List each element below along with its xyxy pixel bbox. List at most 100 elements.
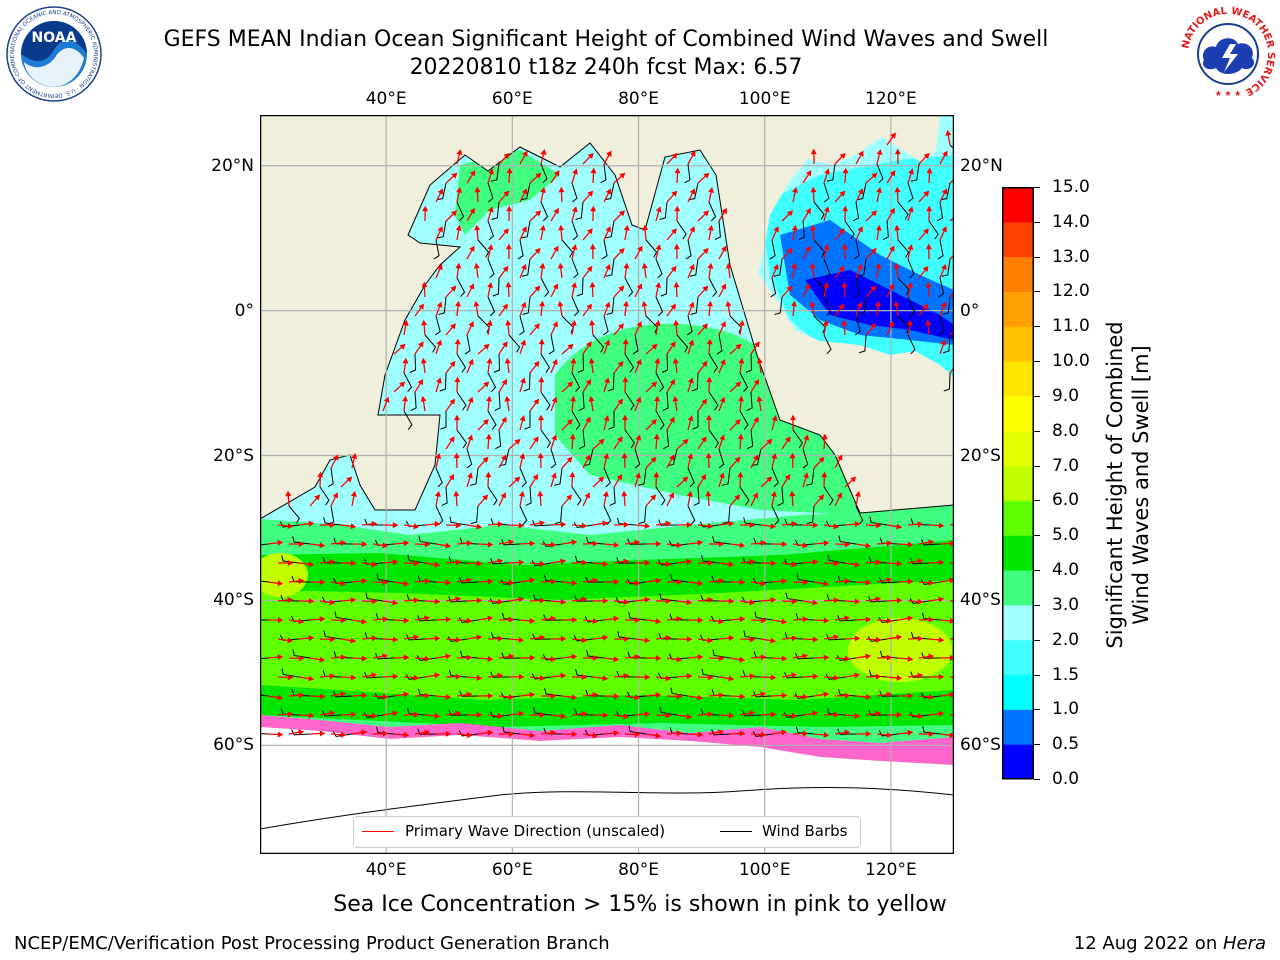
wind-barb: [521, 258, 531, 277]
wave-arrow-head: [317, 471, 324, 478]
wind-barb: [638, 505, 647, 525]
wave-arrow-head: [621, 452, 628, 459]
wave-arrow-head: [588, 357, 595, 364]
lat-tick-right-4: 60°S: [960, 735, 1001, 756]
wave-arrow-head: [539, 262, 546, 269]
wave-arrow-head: [482, 494, 489, 501]
colorbar-tick-mark-9: [1034, 465, 1040, 467]
wind-barb: [856, 182, 867, 201]
wave-arrow-head: [487, 541, 494, 548]
wave-arrow-head: [833, 711, 840, 718]
wave-arrow-head: [456, 186, 462, 194]
wave-arrow-head: [371, 598, 378, 605]
colorbar-tick-mark-10: [1034, 430, 1040, 432]
wave-arrow-head: [668, 492, 675, 499]
wave-arrow-head: [907, 244, 914, 251]
wave-arrow-head: [672, 395, 679, 402]
wave-arrow-head: [476, 560, 483, 567]
wave-arrow-head: [623, 672, 630, 679]
colorbar-tick-mark-13: [1034, 326, 1040, 328]
wind-barb: [739, 486, 750, 506]
colorbar-tick-mark-12: [1034, 361, 1040, 363]
wave-arrow-head: [351, 453, 358, 460]
wave-arrow-head: [455, 636, 462, 643]
wind-barb: [655, 296, 664, 317]
wave-arrow-head: [875, 224, 882, 231]
wind-barb: [492, 277, 500, 297]
wave-arrow-head: [908, 168, 914, 175]
colorbar-label-line1: Significant Height of Combined: [1103, 321, 1127, 649]
wave-arrow-head: [434, 490, 441, 497]
wave-arrow-head: [553, 245, 559, 252]
wave-arrow-head: [739, 656, 746, 663]
wave-arrow-head: [818, 494, 825, 501]
wave-arrow-head: [424, 692, 431, 699]
wind-barb: [774, 296, 783, 315]
wave-arrow-head: [728, 598, 735, 605]
wind-barb: [838, 535, 857, 545]
wave-arrow-head: [508, 730, 515, 738]
wave-arrow-head: [382, 616, 389, 623]
wave-arrow-head: [707, 637, 714, 644]
wave-arrow-head: [533, 436, 539, 443]
wave-arrow-head: [551, 434, 558, 441]
wave-arrow-head: [634, 539, 641, 546]
graticule: [260, 115, 954, 854]
wave-arrow-head: [361, 729, 368, 736]
wind-barb: [657, 672, 678, 679]
wave-arrow-head: [917, 672, 924, 679]
sea-ice-edge: [260, 715, 954, 765]
wave-arrow-head: [584, 454, 591, 461]
wave-arrow-head: [519, 377, 526, 384]
wave-arrow-head: [706, 376, 713, 383]
wind-barb: [376, 573, 395, 583]
colorbar-cell-3: [1002, 639, 1034, 676]
colorbar-tick-mark-2: [1034, 709, 1040, 711]
wave-arrow-head: [854, 672, 861, 679]
wave-arrow-head: [917, 635, 924, 642]
wind-barb: [823, 486, 834, 506]
wave-arrow-head: [350, 674, 357, 681]
wave-arrow-head: [917, 598, 924, 605]
wave-arrow-head: [671, 228, 677, 235]
wind-barb: [638, 467, 647, 486]
wave-arrow-head: [876, 149, 883, 156]
wave-arrow-head: [923, 152, 930, 160]
wave-height-map: [260, 115, 954, 854]
wave-arrow-head: [382, 542, 389, 549]
wave-arrow-head: [893, 262, 900, 269]
wave-arrow-head: [720, 321, 726, 328]
wave-arrow-head: [453, 490, 460, 497]
wind-barb: [448, 709, 468, 716]
wind-barb: [938, 277, 945, 298]
wind-barbs: [260, 144, 954, 738]
wave-arrow-head: [925, 243, 932, 250]
wind-barb: [661, 353, 669, 373]
wind-barb: [458, 617, 479, 624]
wind-barb: [519, 467, 527, 488]
wave-arrow: [949, 216, 954, 222]
wave-arrow-head: [718, 692, 725, 699]
wind-barb: [745, 353, 753, 373]
wind-barb: [751, 448, 762, 466]
wave-arrow-head: [571, 281, 577, 289]
wave-arrow-head: [865, 579, 872, 586]
wind-barb: [921, 652, 941, 659]
wave-arrow-head: [503, 228, 509, 235]
wave-arrow-head: [760, 580, 767, 587]
wind-barb: [363, 558, 384, 565]
wave-arrow-head: [655, 540, 662, 547]
wave-arrow-head: [791, 224, 798, 231]
wave-arrow-head: [537, 452, 544, 459]
wave-arrow-head: [570, 357, 577, 364]
wave-arrow-head: [844, 692, 851, 699]
wave-arrow-head: [686, 713, 693, 720]
wave-arrow-head: [889, 170, 896, 177]
wave-arrow-head: [371, 712, 378, 719]
wave-arrow-head: [560, 713, 567, 720]
wave-arrow-head: [707, 523, 714, 530]
wave-arrow-head: [818, 456, 825, 463]
wave-arrow-head: [618, 285, 625, 292]
wind-barb: [771, 505, 780, 526]
wave-arrow-head: [332, 492, 339, 499]
